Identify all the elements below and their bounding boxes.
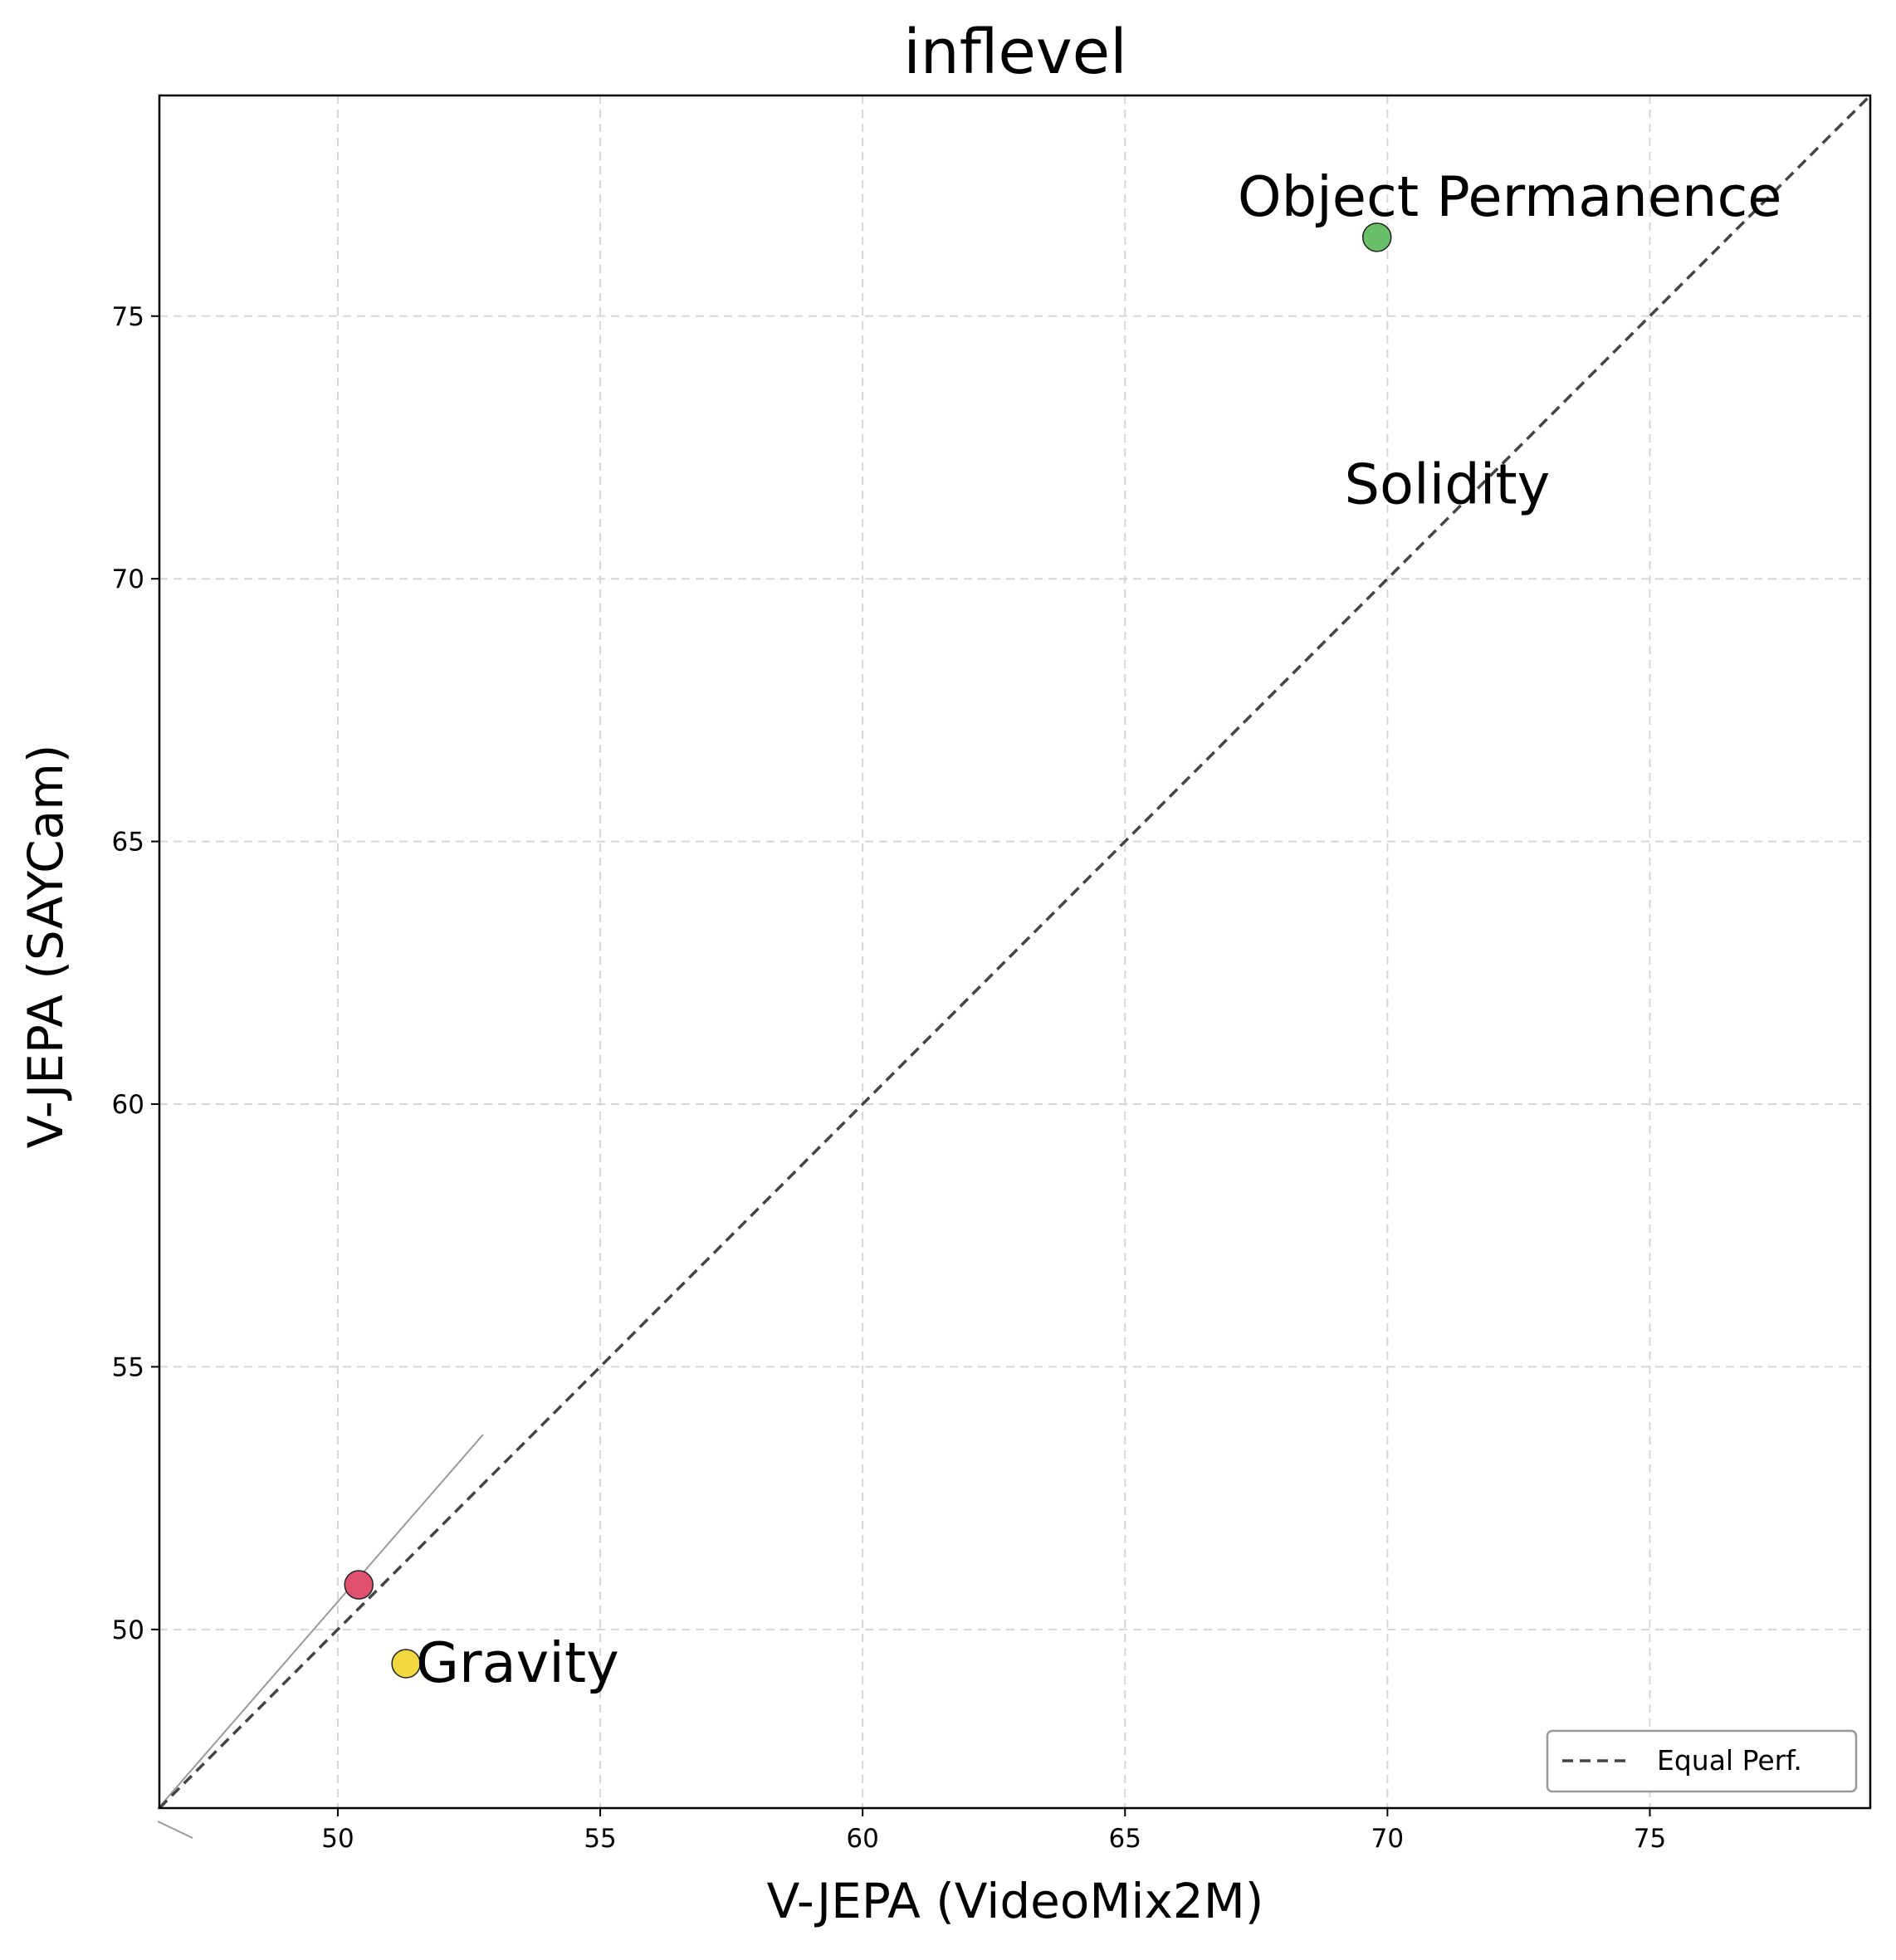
x-tick-label: 70 (1371, 1824, 1404, 1854)
x-axis-title: V-JEPA (VideoMix2M) (767, 1873, 1264, 1929)
y-tick-label: 65 (112, 828, 144, 858)
x-tick-label: 55 (584, 1824, 616, 1854)
data-points (344, 222, 1392, 1679)
data-point (1361, 222, 1392, 252)
y-tick-label: 50 (112, 1615, 144, 1645)
point-labels: Object Permanence Gravity Solidity (416, 164, 1781, 1695)
point-label: Object Permanence (1238, 164, 1782, 229)
x-tick-label: 65 (1109, 1824, 1141, 1854)
grid (159, 95, 1870, 1808)
point-label: Gravity (416, 1630, 619, 1695)
legend-box (1546, 1729, 1858, 1793)
y-axis-ticks: 50 55 60 65 70 75 (112, 302, 159, 1645)
x-tick-label: 75 (1634, 1824, 1666, 1854)
y-axis-title: V-JEPA (SAYCam) (17, 745, 74, 1149)
x-tick-label: 60 (846, 1824, 878, 1854)
connector-line-tail (157, 1821, 193, 1839)
y-tick-label: 55 (112, 1352, 144, 1382)
plot-area-frame (158, 94, 1872, 1810)
x-tick-label: 50 (321, 1824, 354, 1854)
equal-performance-line (158, 94, 1872, 1810)
legend-entry-equal-perf: Equal Perf. (1657, 1744, 1802, 1777)
y-tick-label: 70 (112, 565, 144, 594)
data-point (391, 1649, 421, 1679)
y-tick-label: 75 (112, 302, 144, 332)
legend: Equal Perf. (1546, 1729, 1858, 1793)
connector-line (157, 1434, 484, 1810)
data-point (344, 1570, 374, 1600)
y-tick-label: 60 (112, 1090, 144, 1120)
annotation-label: Solidity (1344, 452, 1550, 516)
x-axis-ticks: 50 55 60 65 70 75 (321, 1808, 1666, 1854)
chart-title: inflevel (903, 17, 1126, 88)
